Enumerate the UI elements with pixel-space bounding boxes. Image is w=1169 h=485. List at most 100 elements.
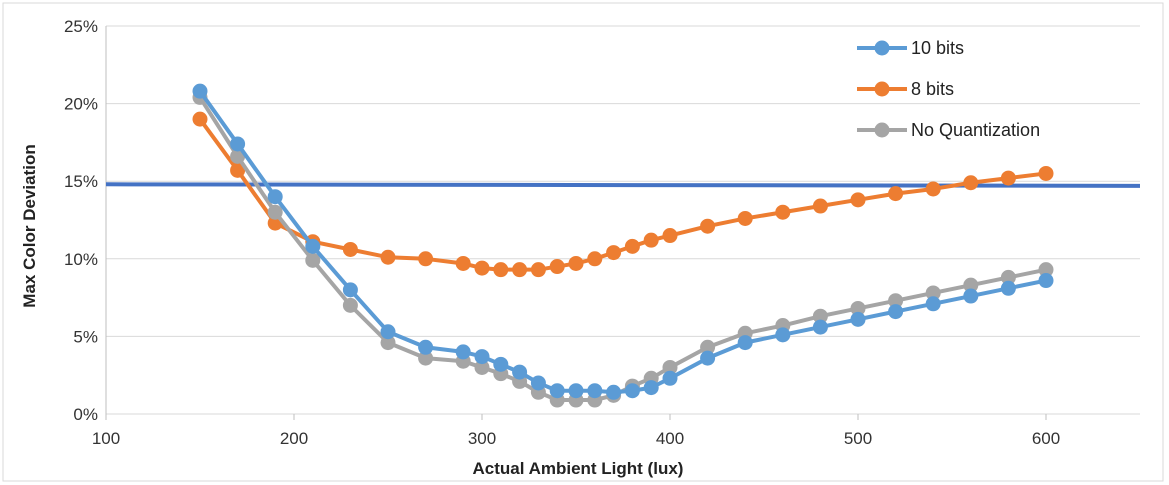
x-tick-label: 100 <box>92 429 120 448</box>
data-point-no-quantization <box>342 297 358 313</box>
y-tick-label: 0% <box>73 405 98 424</box>
legend-label: 10 bits <box>911 38 964 58</box>
legend-item-no-quantization: No Quantization <box>857 120 1040 140</box>
y-tick-label: 20% <box>64 95 98 114</box>
data-point-8-bits <box>963 175 979 191</box>
data-point-8-bits <box>474 260 490 276</box>
data-point-10-bits <box>267 189 283 205</box>
legend-label: No Quantization <box>911 120 1040 140</box>
legend-item-10-bits: 10 bits <box>857 38 964 58</box>
threshold-line <box>105 182 1141 188</box>
data-point-10-bits <box>380 324 396 340</box>
data-point-10-bits <box>587 383 603 399</box>
data-point-8-bits <box>1000 170 1016 186</box>
data-point-no-quantization <box>305 252 321 268</box>
legend-item-8-bits: 8 bits <box>857 79 954 99</box>
data-point-10-bits <box>568 383 584 399</box>
data-point-no-quantization <box>1000 269 1016 285</box>
data-point-8-bits <box>624 238 640 254</box>
data-point-8-bits <box>380 249 396 265</box>
legend-swatch-marker <box>874 81 890 97</box>
data-point-no-quantization <box>963 277 979 293</box>
data-point-no-quantization <box>925 285 941 301</box>
data-point-10-bits <box>342 282 358 298</box>
data-point-10-bits <box>643 380 659 396</box>
series-10-bits <box>192 83 1054 400</box>
y-axis-title: Max Color Deviation <box>20 144 39 307</box>
data-point-8-bits <box>512 262 528 278</box>
data-point-no-quantization <box>418 350 434 366</box>
grid-lines <box>106 25 1140 415</box>
legend-swatch-marker <box>874 122 890 138</box>
axes: 0% 5% 10% 15% 20% 25% 100 200 300 400 500 600 <box>64 17 1060 448</box>
legend-swatch-marker <box>874 40 890 56</box>
data-point-no-quantization <box>700 339 716 355</box>
data-point-10-bits <box>549 383 565 399</box>
data-point-8-bits <box>455 255 471 271</box>
data-point-10-bits <box>418 339 434 355</box>
data-point-8-bits <box>530 262 546 278</box>
data-point-10-bits <box>963 288 979 304</box>
data-point-8-bits <box>568 255 584 271</box>
data-point-no-quantization <box>1038 262 1054 278</box>
data-point-8-bits <box>587 251 603 267</box>
data-point-10-bits <box>888 304 904 320</box>
data-point-10-bits <box>700 350 716 366</box>
data-point-10-bits <box>775 327 791 343</box>
data-point-8-bits <box>643 232 659 248</box>
series-layer <box>192 83 1054 408</box>
y-tick-label: 15% <box>64 172 98 191</box>
data-point-no-quantization <box>380 335 396 351</box>
data-point-10-bits <box>925 296 941 312</box>
data-point-10-bits <box>850 311 866 327</box>
data-point-10-bits <box>493 356 509 372</box>
data-point-8-bits <box>230 162 246 178</box>
y-tick-label: 10% <box>64 250 98 269</box>
data-point-10-bits <box>455 344 471 360</box>
series-8-bits <box>192 111 1054 278</box>
data-point-8-bits <box>418 251 434 267</box>
x-axis-title: Actual Ambient Light (lux) <box>473 459 684 478</box>
x-tick-label: 500 <box>844 429 872 448</box>
legend: 10 bits 8 bits No Quantization <box>857 38 1040 140</box>
data-point-10-bits <box>624 383 640 399</box>
data-point-10-bits <box>192 83 208 99</box>
reference-line-layer <box>105 182 1141 188</box>
data-point-8-bits <box>1038 165 1054 181</box>
data-point-no-quantization <box>267 204 283 220</box>
data-point-8-bits <box>662 228 678 244</box>
data-point-10-bits <box>530 375 546 391</box>
data-point-8-bits <box>493 262 509 278</box>
data-point-no-quantization <box>474 359 490 375</box>
data-point-10-bits <box>474 349 490 365</box>
x-tick-label: 400 <box>656 429 684 448</box>
y-tick-label: 5% <box>73 327 98 346</box>
data-point-10-bits <box>230 136 246 152</box>
x-tick-label: 200 <box>280 429 308 448</box>
data-point-10-bits <box>512 364 528 380</box>
data-point-10-bits <box>606 384 622 400</box>
data-point-8-bits <box>888 186 904 202</box>
data-point-10-bits <box>305 238 321 254</box>
data-point-no-quantization <box>850 300 866 316</box>
data-point-no-quantization <box>888 293 904 309</box>
data-point-8-bits <box>737 210 753 226</box>
data-point-10-bits <box>737 335 753 351</box>
data-point-10-bits <box>1000 280 1016 296</box>
data-point-10-bits <box>662 370 678 386</box>
data-point-no-quantization <box>662 359 678 375</box>
x-tick-label: 600 <box>1032 429 1060 448</box>
x-tick-label: 300 <box>468 429 496 448</box>
data-point-8-bits <box>549 259 565 275</box>
data-point-8-bits <box>812 198 828 214</box>
data-point-8-bits <box>775 204 791 220</box>
data-point-8-bits <box>342 241 358 257</box>
data-point-8-bits <box>925 181 941 197</box>
y-tick-label: 25% <box>64 17 98 36</box>
data-point-8-bits <box>192 111 208 127</box>
data-point-8-bits <box>606 245 622 261</box>
data-point-no-quantization <box>812 308 828 324</box>
